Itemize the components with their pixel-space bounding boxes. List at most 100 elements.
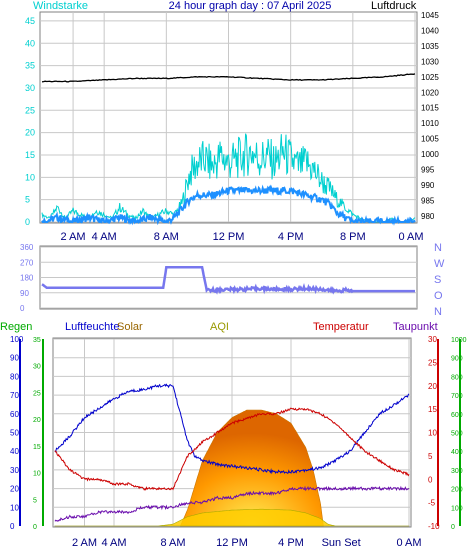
climate-x-tick-label: 8 AM: [160, 537, 185, 549]
pressure-y-tick-label: 1020: [421, 88, 439, 97]
rain-y-tick-label: 35: [33, 337, 41, 344]
legend-solar: Solar: [117, 321, 143, 333]
legend-temperatur: Temperatur: [313, 321, 369, 333]
chart-title: 24 hour graph day : 07 April 2025: [169, 0, 332, 12]
wind-y-tick-label: 35: [25, 61, 35, 71]
solar-y-tick-label: 200: [451, 487, 463, 494]
wind-y-tick-label: 5: [25, 195, 30, 205]
solar-y-tick-label: 400: [451, 449, 463, 456]
wind-direction-line: [41, 266, 415, 295]
humidity-y-tick-label: 50: [10, 429, 19, 438]
legend-aqi: AQI: [210, 321, 229, 333]
pressure-y-tick-label: 995: [421, 166, 435, 175]
temperature-line: [54, 407, 410, 491]
wind-x-tick-label: 2 AM: [61, 231, 86, 243]
solar-y-tick-label: 1000: [451, 337, 467, 344]
pressure-y-tick-label: 1035: [421, 42, 439, 51]
wind-y-tick-label: 45: [25, 16, 35, 26]
wind-x-tick-label: 4 AM: [92, 231, 117, 243]
climate-x-tick-label: 4 PM: [278, 537, 304, 549]
temperature-y-tick-label: 25: [428, 358, 437, 367]
wind-y-tick-label: 40: [25, 38, 35, 48]
direction-y-tick-label: 270: [20, 258, 34, 267]
aqi-area: [55, 508, 409, 527]
wind-x-tick-label: 8 AM: [154, 231, 179, 243]
humidity-y-tick-label: 0: [10, 522, 15, 531]
climate-x-tick-label: 2 AM: [72, 537, 97, 549]
solar-y-tick-label: 100: [451, 505, 463, 512]
temperature-y-tick-label: 20: [428, 382, 437, 391]
dewpoint-line: [54, 485, 410, 522]
direction-compass-label: W: [434, 258, 445, 270]
humidity-line: [54, 383, 410, 475]
temperature-y-tick-label: 5: [428, 452, 433, 461]
climate-x-tick-label: 12 PM: [216, 537, 248, 549]
solar-y-tick-label: 900: [451, 356, 463, 363]
climate-x-tick-label: 4 AM: [101, 537, 126, 549]
wind-x-tick-label: 0 AM: [398, 231, 423, 243]
legend-luftfeuchte: Luftfeuchte: [65, 321, 119, 333]
solar-y-tick-label: 800: [451, 374, 463, 381]
pressure-y-tick-label: 1030: [421, 57, 439, 66]
pressure-y-tick-label: 1000: [421, 150, 439, 159]
wind-y-tick-label: 20: [25, 128, 35, 138]
temperature-y-tick-label: 30: [428, 335, 437, 344]
wind-y-tick-label: 25: [25, 105, 35, 115]
wind-average-line: [41, 184, 416, 226]
pressure-y-tick-label: 1010: [421, 119, 439, 128]
direction-y-tick-label: 180: [20, 274, 34, 283]
chart-left-label: Windstarke: [33, 0, 88, 12]
solar-y-tick-label: 700: [451, 393, 463, 400]
temperature-y-tick-label: 0: [428, 475, 433, 484]
rain-y-tick-label: 5: [33, 497, 37, 504]
pressure-y-tick-label: 1025: [421, 73, 439, 82]
legend-regen: Regen: [0, 321, 32, 333]
temperature-y-tick-label: 15: [428, 405, 437, 414]
humidity-y-tick-label: 10: [10, 503, 19, 512]
pressure-y-tick-label: 1005: [421, 135, 439, 144]
pressure-y-tick-label: 1040: [421, 27, 439, 36]
solar-y-tick-label: 600: [451, 412, 463, 419]
legend-taupunkt: Taupunkt: [393, 321, 438, 333]
direction-compass-label: N: [434, 306, 442, 318]
wind-x-tick-label: 8 PM: [340, 231, 366, 243]
direction-y-tick-label: 90: [20, 289, 29, 298]
wind-x-tick-label: 12 PM: [213, 231, 245, 243]
pressure-y-tick-label: 1015: [421, 104, 439, 113]
solar-y-tick-label: 0: [451, 524, 455, 531]
pressure-y-tick-label: 985: [421, 196, 435, 205]
humidity-y-tick-label: 40: [10, 447, 19, 456]
wind-gust-line: [41, 133, 416, 223]
humidity-y-tick-label: 70: [10, 391, 19, 400]
chart-right-label: Luftdruck: [371, 0, 417, 12]
rain-y-tick-label: 25: [33, 390, 41, 397]
temperature-y-tick-label: 10: [428, 429, 437, 438]
pressure-y-tick-label: 980: [421, 212, 435, 221]
rain-y-tick-label: 10: [33, 471, 41, 478]
temperature-y-tick-label: -10: [428, 522, 440, 531]
climate-x-tick-label: Sun Set: [322, 537, 361, 549]
wind-y-tick-label: 10: [25, 172, 35, 182]
wind-y-tick-label: 0: [25, 217, 30, 227]
direction-y-tick-label: 360: [20, 243, 34, 252]
climate-x-tick-label: 0 AM: [396, 537, 421, 549]
rain-y-tick-label: 15: [33, 444, 41, 451]
wind-x-tick-label: 4 PM: [278, 231, 304, 243]
pressure-y-tick-label: 1045: [421, 11, 439, 20]
direction-compass-label: S: [434, 274, 441, 286]
solar-y-tick-label: 300: [451, 468, 463, 475]
direction-compass-label: O: [434, 290, 443, 302]
pressure-y-tick-label: 990: [421, 181, 435, 190]
direction-y-tick-label: 0: [20, 304, 25, 313]
humidity-y-tick-label: 60: [10, 410, 19, 419]
rain-y-tick-label: 30: [33, 364, 41, 371]
pressure-line: [41, 73, 416, 83]
wind-y-tick-label: 30: [25, 83, 35, 93]
humidity-y-tick-label: 30: [10, 466, 19, 475]
solar-y-tick-label: 500: [451, 431, 463, 438]
humidity-y-tick-label: 20: [10, 485, 19, 494]
wind-y-tick-label: 15: [25, 150, 35, 160]
humidity-y-tick-label: 90: [10, 354, 19, 363]
